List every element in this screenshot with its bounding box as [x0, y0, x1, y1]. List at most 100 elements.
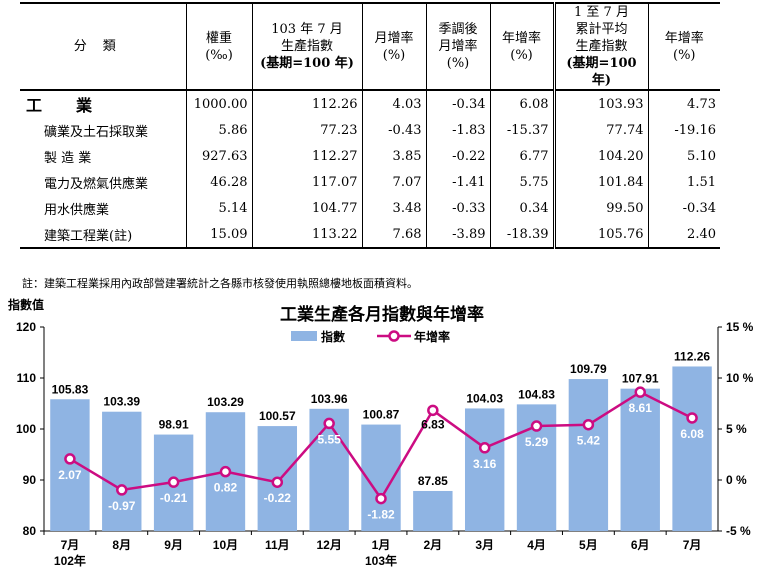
cell-mom: 3.48	[361, 195, 426, 221]
yoy-point	[427, 404, 439, 417]
y-axis-label: 指數值	[8, 297, 44, 312]
yoy-value-label: 6.08	[680, 427, 704, 441]
table-footnote: 註：建築工程業採用內政部營建署統計之各縣市核發使用執照總樓地板面積資料。	[22, 277, 418, 290]
bar-value-label: 103.39	[103, 395, 140, 409]
cell-mom: 4.03	[361, 90, 426, 117]
cell-mom: -0.43	[361, 117, 426, 143]
bar-value-label: 103.29	[207, 395, 244, 409]
bar-value-label: 107.91	[622, 372, 659, 386]
row-category: 工業	[26, 96, 127, 115]
chart-title: 工業生產各月指數與年增率	[280, 304, 484, 325]
x-tick-label: 10月	[213, 538, 238, 552]
cell-cum: 103.93	[552, 90, 648, 117]
x-tick-label: 11月	[265, 538, 290, 552]
header-yoy: 年增率 (%)	[489, 2, 554, 91]
legend-bar-label: 指數	[321, 329, 345, 344]
row-category: 電力及燃氣供應業	[44, 176, 149, 192]
cell-cum_yoy: -19.16	[647, 117, 720, 143]
yoy-point	[116, 484, 128, 496]
cell-sa: -3.89	[425, 221, 490, 249]
bar-value-label: 87.85	[418, 474, 448, 488]
cell-weight: 15.09	[185, 221, 252, 249]
header-weight: 權重 (‰)	[185, 2, 252, 91]
table-row: 工業 1000.00 112.26 4.03 -0.34 6.08 103.93 4.73	[20, 90, 720, 117]
legend-line-label: 年增率	[414, 329, 450, 344]
cell-cum: 104.20	[552, 143, 648, 169]
x-tick-label: 5月	[579, 538, 598, 552]
cell-sa: -0.34	[425, 90, 490, 117]
x-tick-label: 6月	[631, 538, 650, 552]
bar-value-label: 100.57	[259, 409, 296, 423]
cell-sa: -0.33	[425, 195, 490, 221]
cell-weight: 46.28	[185, 169, 252, 195]
cell-yoy: -18.39	[489, 221, 554, 249]
cell-weight: 1000.00	[185, 90, 252, 117]
x-year-label: 102年	[54, 553, 86, 568]
x-year-label: 103年	[365, 553, 397, 568]
cell-cum: 99.50	[552, 195, 648, 221]
cell-yoy: 6.08	[489, 90, 554, 117]
header-index: 103 年 7 月生產指數 (基期=100 年)	[251, 2, 362, 91]
cell-weight: 5.86	[185, 117, 252, 143]
cell-mom: 3.85	[361, 143, 426, 169]
bar-value-label: 103.96	[311, 392, 348, 406]
cell-mom: 7.68	[361, 221, 426, 249]
cell-cum_yoy: 5.10	[647, 143, 720, 169]
yoy-value-label: 2.07	[58, 468, 82, 482]
x-tick-label: 4月	[527, 538, 546, 552]
yoy-value-label: 3.16	[473, 457, 497, 471]
yoy-value-label: -1.82	[367, 508, 395, 522]
yoy-value-label: 8.61	[629, 401, 653, 415]
yoy-point	[375, 492, 387, 505]
x-tick-label: 7月	[61, 538, 80, 552]
right-tick-label: 10 %	[726, 371, 754, 385]
header-mom: 月增率 (%)	[361, 2, 426, 91]
bar-value-label: 112.26	[674, 349, 710, 363]
left-tick-label: 110	[17, 371, 37, 385]
bar-value-label: 100.87	[363, 408, 400, 422]
legend-bar-swatch	[291, 331, 317, 341]
left-tick-label: 100	[16, 422, 36, 436]
cell-index: 77.23	[251, 117, 362, 143]
row-category: 建築工程業(註)	[20, 221, 186, 249]
legend-line-marker	[388, 330, 400, 342]
yoy-point	[530, 420, 543, 432]
cell-yoy: -15.37	[489, 117, 554, 143]
bar	[413, 490, 453, 531]
yoy-point	[219, 465, 232, 478]
yoy-point	[478, 442, 491, 454]
row-category: 製 造 業	[44, 150, 92, 166]
yoy-value-label: -0.21	[160, 491, 188, 505]
header-category: 分類	[20, 2, 186, 91]
cell-weight: 927.63	[185, 143, 252, 169]
row-category: 用水供應業	[44, 202, 110, 218]
cell-cum_yoy: 1.51	[647, 169, 720, 195]
table-row: 用水供應業 5.14 104.77 3.48 -0.33 0.34 99.50 -0.34	[20, 195, 720, 221]
cell-sa: -0.22	[425, 143, 490, 169]
bar-value-label: 104.83	[518, 387, 555, 401]
yoy-point	[686, 412, 698, 424]
cell-yoy: 5.75	[489, 169, 554, 195]
yoy-value-label: -0.22	[264, 491, 292, 505]
cell-yoy: 6.77	[489, 143, 554, 169]
table-row: 製 造 業 927.63 112.27 3.85 -0.22 6.77 104.20 5.10	[20, 143, 720, 169]
table-row: 礦業及土石採取業 5.86 77.23 -0.43 -1.83 -15.37 77.74 -1…	[20, 117, 720, 143]
yoy-value-label: -0.97	[108, 499, 136, 513]
cell-cum_yoy: 2.40	[647, 221, 720, 249]
cell-cum: 101.84	[552, 169, 648, 195]
yoy-point	[271, 476, 284, 488]
yoy-point	[167, 476, 180, 488]
cell-cum: 77.74	[552, 117, 648, 143]
x-tick-label: 1月	[372, 538, 391, 552]
x-tick-label: 2月	[424, 538, 443, 552]
cell-mom: 7.07	[361, 169, 426, 195]
x-tick-label: 9月	[164, 538, 183, 552]
cell-yoy: 0.34	[489, 195, 554, 221]
yoy-value-label: 5.29	[525, 435, 549, 449]
plot-area: 80 90 100 110 120 -5 % 0 % 5 % 10 % 15 % 105.83 103…	[16, 320, 754, 568]
cell-index: 104.77	[251, 195, 362, 221]
yoy-point	[582, 418, 595, 431]
header-cum-index: 1 至 7 月累計平均 生產指數 (基期=100 年)	[552, 2, 648, 91]
yoy-point	[323, 417, 335, 430]
yoy-value-label: 5.42	[577, 434, 601, 448]
